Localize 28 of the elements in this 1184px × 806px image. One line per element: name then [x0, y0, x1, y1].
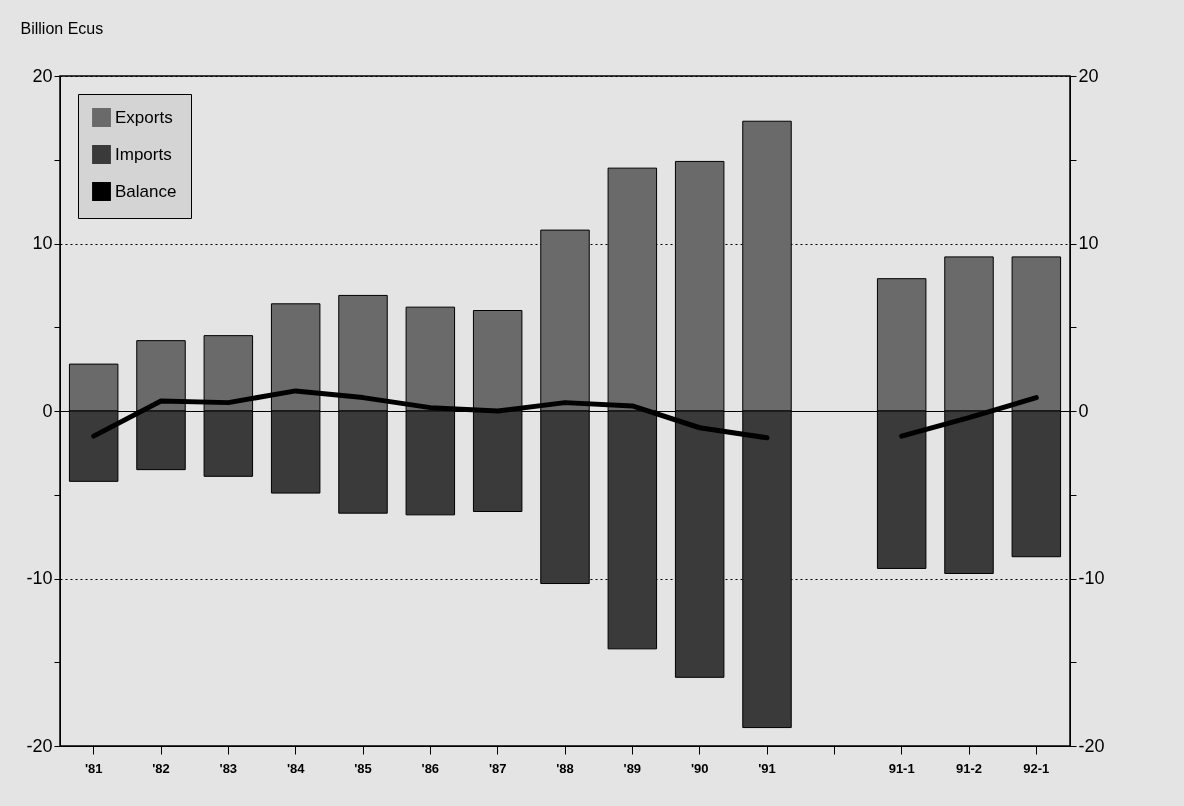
x-tick-label: '88 — [556, 760, 574, 776]
x-tick-label: '86 — [421, 760, 440, 776]
x-tick-label: '90 — [690, 760, 709, 776]
y-tick-label: 20 — [32, 65, 53, 86]
y2-tick-label: -20 — [1078, 735, 1105, 756]
x-tick-label: '89 — [623, 760, 642, 776]
x-tick-label: '84 — [286, 760, 306, 776]
x-tick-label: '87 — [488, 760, 507, 776]
x-tick-label: '83 — [219, 760, 238, 776]
x-tick-label: '82 — [152, 760, 170, 776]
y-tick-label: -20 — [26, 735, 53, 756]
y2-tick-label: 20 — [1078, 65, 1099, 86]
x-tick-label: '81 — [84, 760, 103, 776]
x-tick-label: 92-1 — [1023, 760, 1050, 776]
x-tick-label: '85 — [354, 760, 372, 776]
legend-label: Exports — [115, 107, 173, 127]
legend-label: Imports — [115, 144, 172, 164]
y-tick-label: 10 — [32, 233, 53, 253]
y-tick-label: 0 — [42, 400, 53, 421]
y2-tick-label: -10 — [1078, 568, 1105, 588]
y-axis-title: Billion Ecus — [20, 19, 104, 37]
x-tick-label: 91-2 — [955, 760, 983, 776]
x-tick-label: 91-1 — [888, 760, 915, 776]
x-tick-label: '91 — [758, 760, 776, 776]
legend-label: Balance — [115, 181, 177, 201]
y2-tick-label: 10 — [1078, 233, 1099, 253]
y-tick-label: -10 — [26, 568, 53, 588]
y2-tick-label: 0 — [1078, 400, 1089, 421]
